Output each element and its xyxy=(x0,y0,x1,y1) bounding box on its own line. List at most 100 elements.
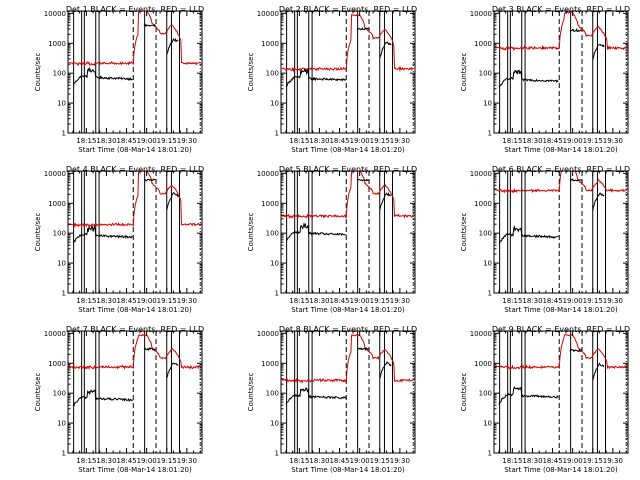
y-tick-label: 10000 xyxy=(470,330,492,338)
panel-title: Det 9 BLACK = Events, RED = LLD xyxy=(492,325,630,334)
y-tick-label: 10 xyxy=(270,260,279,268)
x-tick-label: 19:00 xyxy=(137,137,157,145)
y-tick-label: 10000 xyxy=(44,10,66,18)
panel-det-8: 1 10 100 1000 10000 18:15 18:30 18:45 19:00 19:15… xyxy=(247,325,417,474)
y-tick-label: 10000 xyxy=(470,10,492,18)
panel-title: Det 7 BLACK = Events, RED = LLD xyxy=(66,325,204,334)
x-tick-label: 18:15 xyxy=(76,297,96,305)
y-tick-label: 10 xyxy=(483,100,492,108)
y-tick-label: 10 xyxy=(270,100,279,108)
series-lld-line xyxy=(281,333,414,384)
x-tick-label: 19:15 xyxy=(583,137,603,145)
y-tick-label: 100 xyxy=(266,70,279,78)
series-events-line xyxy=(498,28,605,88)
x-tick-label: 18:30 xyxy=(522,297,542,305)
panel-title: Det 5 BLACK = Events, RED = LLD xyxy=(279,165,417,174)
panel-title: Det 8 BLACK = Events, RED = LLD xyxy=(279,325,417,334)
x-tick-label: 18:30 xyxy=(309,457,329,465)
x-tick-label: 18:45 xyxy=(329,137,349,145)
x-tick-label: 19:30 xyxy=(177,457,197,465)
series-lld-line xyxy=(281,171,414,220)
y-tick-label: 100 xyxy=(266,390,279,398)
y-tick-label: 100 xyxy=(53,70,66,78)
y-tick-label: 1 xyxy=(62,450,66,458)
y-tick-label: 100 xyxy=(266,230,279,238)
x-tick-label: 18:15 xyxy=(502,137,522,145)
y-axis-label: Counts/sec xyxy=(460,373,468,412)
x-tick-label: 19:15 xyxy=(157,137,177,145)
panel-title: Det 6 BLACK = Events, RED = LLD xyxy=(492,165,630,174)
x-tick-label: 18:15 xyxy=(289,137,309,145)
y-tick-label: 1 xyxy=(275,290,279,298)
plot-frame xyxy=(67,10,203,134)
y-tick-label: 1000 xyxy=(261,40,279,48)
x-tick-label: 18:30 xyxy=(96,297,116,305)
series-events-line xyxy=(285,347,392,404)
y-tick-label: 10 xyxy=(57,260,66,268)
x-tick-label: 19:15 xyxy=(157,297,177,305)
x-tick-label: 18:30 xyxy=(522,457,542,465)
y-tick-label: 10000 xyxy=(470,170,492,178)
x-tick-label: 19:30 xyxy=(177,297,197,305)
x-tick-label: 18:45 xyxy=(116,297,136,305)
y-tick-label: 10000 xyxy=(257,330,279,338)
x-tick-label: 18:15 xyxy=(76,457,96,465)
x-tick-label: 19:15 xyxy=(370,457,390,465)
panel-det-9: 1 10 100 1000 10000 18:15 18:30 18:45 19:00 19:15… xyxy=(460,325,630,474)
y-axis-label: Counts/sec xyxy=(247,373,255,412)
x-tick-label: 18:45 xyxy=(542,297,562,305)
series-lld-line xyxy=(494,11,627,51)
y-tick-label: 1000 xyxy=(474,360,492,368)
y-tick-label: 1000 xyxy=(474,40,492,48)
y-tick-label: 100 xyxy=(53,230,66,238)
y-tick-label: 1000 xyxy=(48,360,66,368)
x-axis-label: Start Time (08-Mar-14 18:01:20) xyxy=(78,466,192,474)
panel-title: Det 4 BLACK = Events, RED = LLD xyxy=(66,165,204,174)
y-tick-label: 1000 xyxy=(48,200,66,208)
x-axis-label: Start Time (08-Mar-14 18:01:20) xyxy=(78,306,192,314)
x-tick-label: 18:15 xyxy=(502,457,522,465)
x-axis-label: Start Time (08-Mar-14 18:01:20) xyxy=(78,146,192,154)
x-tick-label: 18:45 xyxy=(329,297,349,305)
panel-det-7: 1 10 100 1000 10000 18:15 18:30 18:45 19:00 19:15… xyxy=(34,325,204,474)
x-tick-label: 18:15 xyxy=(76,137,96,145)
y-axis-label: Counts/sec xyxy=(34,213,42,252)
x-tick-label: 18:15 xyxy=(289,297,309,305)
series-events-line xyxy=(285,27,392,88)
x-axis-label: Start Time (08-Mar-14 18:01:20) xyxy=(504,146,618,154)
x-tick-label: 19:15 xyxy=(370,297,390,305)
series-events-line xyxy=(285,178,392,241)
series-lld-line xyxy=(68,171,201,229)
x-axis-label: Start Time (08-Mar-14 18:01:20) xyxy=(291,146,405,154)
x-tick-label: 18:30 xyxy=(309,297,329,305)
x-axis-label: Start Time (08-Mar-14 18:01:20) xyxy=(291,306,405,314)
plot-frame xyxy=(493,10,629,134)
plot-frame xyxy=(493,330,629,454)
series-events-line xyxy=(72,347,179,406)
x-tick-label: 19:00 xyxy=(563,457,583,465)
panel-det-5: 1 10 100 1000 10000 18:15 18:30 18:45 19:00 19:15… xyxy=(247,165,417,314)
y-tick-label: 1 xyxy=(62,290,66,298)
x-tick-label: 19:15 xyxy=(157,457,177,465)
panel-title: Det 2 BLACK = Events, RED = LLD xyxy=(279,5,417,14)
y-tick-label: 1 xyxy=(62,130,66,138)
series-events-line xyxy=(72,178,179,244)
x-tick-label: 19:30 xyxy=(603,297,623,305)
y-tick-label: 1 xyxy=(488,130,492,138)
x-tick-label: 19:15 xyxy=(583,457,603,465)
x-tick-label: 19:30 xyxy=(603,137,623,145)
x-tick-label: 19:30 xyxy=(177,137,197,145)
y-tick-label: 10000 xyxy=(44,330,66,338)
x-tick-label: 18:30 xyxy=(309,137,329,145)
plot-frame xyxy=(67,170,203,294)
x-tick-label: 18:45 xyxy=(542,457,562,465)
x-tick-label: 18:45 xyxy=(329,457,349,465)
panel-det-6: 1 10 100 1000 10000 18:15 18:30 18:45 19:00 19:15… xyxy=(460,165,630,314)
plot-frame xyxy=(280,330,416,454)
x-tick-label: 18:30 xyxy=(96,137,116,145)
y-axis-label: Counts/sec xyxy=(34,53,42,92)
x-tick-label: 19:30 xyxy=(390,137,410,145)
y-tick-label: 10 xyxy=(270,420,279,428)
x-tick-label: 18:45 xyxy=(116,457,136,465)
panel-det-3: 1 10 100 1000 10000 18:15 18:30 18:45 19:00 19:15… xyxy=(460,5,630,154)
